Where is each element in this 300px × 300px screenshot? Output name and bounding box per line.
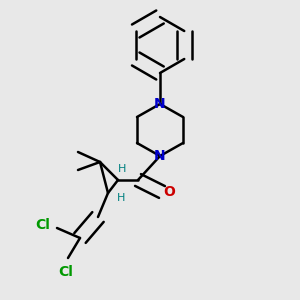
Text: O: O (163, 185, 175, 199)
Text: H: H (117, 193, 125, 203)
Text: N: N (154, 149, 166, 163)
Text: Cl: Cl (36, 218, 50, 232)
Text: H: H (118, 164, 126, 174)
Text: N: N (154, 97, 166, 111)
Text: Cl: Cl (58, 265, 74, 279)
